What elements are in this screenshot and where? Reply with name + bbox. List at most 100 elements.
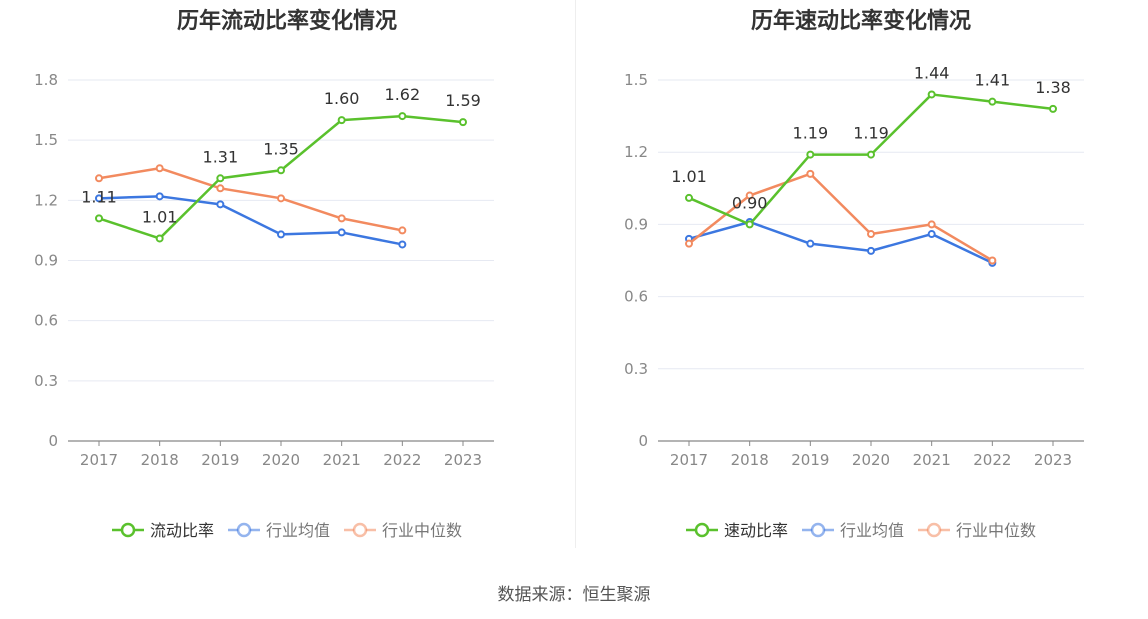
legend-marker xyxy=(810,522,826,538)
data-label: 1.31 xyxy=(203,147,239,166)
x-tick-label: 2022 xyxy=(973,451,1011,469)
data-label: 1.01 xyxy=(142,207,178,226)
y-tick-label: 0 xyxy=(638,432,648,450)
y-tick-label: 0.3 xyxy=(34,372,58,390)
data-label: 1.35 xyxy=(263,139,299,158)
data-point xyxy=(927,220,936,229)
legend-item: 速动比率 xyxy=(686,521,788,540)
legend-item: 行业均值 xyxy=(802,521,904,540)
x-tick-label: 2019 xyxy=(201,451,239,469)
chart-title: 历年流动比率变化情况 xyxy=(176,9,397,34)
data-point xyxy=(398,112,407,121)
current-ratio-chart: 0 0.3 0.6 0.9 1.2 1.5 1.8 2017 2018 2019 2020 2021 2… xyxy=(34,71,494,540)
legend-marker xyxy=(236,522,252,538)
data-point xyxy=(277,230,285,239)
data-point xyxy=(806,239,815,248)
data-point xyxy=(155,192,164,201)
right-chart-panel: 历年速动比率变化情况 0 0.3 0.6 0.9 1.2 1.5 2017 2018 2019 2… xyxy=(574,0,1148,560)
data-point xyxy=(745,220,754,229)
data-point xyxy=(867,150,875,159)
data-point xyxy=(1049,104,1057,113)
x-tick-label: 2022 xyxy=(383,451,421,469)
chart-title: 历年速动比率变化情况 xyxy=(750,9,971,34)
x-tick-label: 2019 xyxy=(791,451,829,469)
legend-item: 行业中位数 xyxy=(918,521,1036,540)
x-tick-label: 2017 xyxy=(80,451,118,469)
data-point xyxy=(155,164,164,173)
y-tick-label: 0.6 xyxy=(34,312,58,330)
data-point xyxy=(867,246,875,255)
legend-label: 速动比率 xyxy=(724,521,788,540)
data-label: 1.38 xyxy=(1035,78,1071,97)
data-point xyxy=(745,191,754,200)
x-tick-label: 2018 xyxy=(731,451,769,469)
data-point xyxy=(216,184,225,193)
y-tick-label: 0.3 xyxy=(624,360,648,378)
data-label: 1.59 xyxy=(445,91,481,110)
series-line xyxy=(688,172,993,262)
left-chart-panel: 历年流动比率变化情况 0 0.3 0.6 0.9 1.2 1.5 1.8 2017 2018 20… xyxy=(0,0,574,560)
y-tick-label: 0 xyxy=(48,432,58,450)
data-point xyxy=(927,90,936,99)
x-tick-label: 2021 xyxy=(323,451,361,469)
data-point xyxy=(337,214,346,223)
data-point xyxy=(806,150,815,159)
data-point xyxy=(277,194,285,203)
series-line xyxy=(98,166,403,232)
data-point xyxy=(337,116,346,125)
y-tick-label: 1.2 xyxy=(624,143,648,161)
legend-label: 流动比率 xyxy=(150,521,214,540)
data-label: 1.19 xyxy=(793,124,829,143)
data-label: 1.44 xyxy=(914,63,950,82)
y-tick-label: 1.2 xyxy=(34,191,58,209)
x-tick-label: 2023 xyxy=(1034,451,1072,469)
data-point xyxy=(216,174,225,183)
data-point xyxy=(988,256,997,265)
data-label: 1.19 xyxy=(853,124,889,143)
x-tick-label: 2020 xyxy=(262,451,300,469)
legend-item: 行业均值 xyxy=(228,521,330,540)
data-point xyxy=(685,193,693,202)
y-tick-label: 0.9 xyxy=(34,252,58,270)
y-tick-label: 0.9 xyxy=(624,215,648,233)
data-label: 0.90 xyxy=(732,193,768,212)
data-point xyxy=(398,226,407,235)
data-label: 1.60 xyxy=(324,89,360,108)
y-tick-label: 0.6 xyxy=(624,288,648,306)
x-tick-label: 2021 xyxy=(913,451,951,469)
data-label: 1.01 xyxy=(671,167,707,186)
legend-marker xyxy=(694,522,710,538)
data-point xyxy=(337,228,346,237)
quick-ratio-chart: 0 0.3 0.6 0.9 1.2 1.5 2017 2018 2019 2020 2021 2022… xyxy=(624,63,1084,540)
data-label: 1.11 xyxy=(81,187,117,206)
legend-label: 行业均值 xyxy=(840,521,904,540)
legend-item: 行业中位数 xyxy=(344,521,462,540)
series-line xyxy=(98,195,403,246)
data-label: 1.41 xyxy=(975,71,1011,90)
x-tick-label: 2023 xyxy=(444,451,482,469)
data-point xyxy=(806,169,815,178)
legend-label: 行业均值 xyxy=(266,521,330,540)
y-tick-label: 1.5 xyxy=(624,71,648,89)
data-source-text: 数据来源：恒生聚源 xyxy=(497,585,651,605)
data-point xyxy=(277,166,285,175)
y-tick-label: 1.5 xyxy=(34,131,58,149)
data-label: 1.62 xyxy=(385,85,421,104)
legend-marker xyxy=(926,522,942,538)
data-point xyxy=(459,118,467,127)
legend-label: 行业中位数 xyxy=(382,521,462,540)
panel-divider xyxy=(575,0,576,548)
data-point xyxy=(988,97,997,106)
data-point xyxy=(95,174,103,183)
x-tick-label: 2017 xyxy=(670,451,708,469)
data-point xyxy=(927,230,936,239)
data-point xyxy=(398,240,407,249)
legend-marker xyxy=(120,522,136,538)
legend-label: 行业中位数 xyxy=(956,521,1036,540)
legend-marker xyxy=(352,522,368,538)
x-tick-label: 2018 xyxy=(141,451,179,469)
data-point xyxy=(155,234,164,243)
x-tick-label: 2020 xyxy=(852,451,890,469)
data-point xyxy=(95,214,103,223)
data-point xyxy=(867,230,875,239)
